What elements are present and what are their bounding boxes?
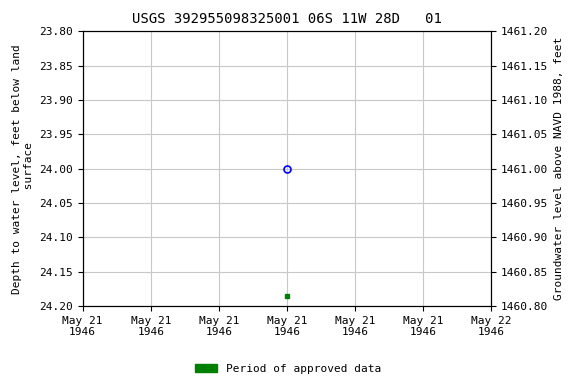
Title: USGS 392955098325001 06S 11W 28D   01: USGS 392955098325001 06S 11W 28D 01 — [132, 12, 442, 26]
Legend: Period of approved data: Period of approved data — [191, 359, 385, 379]
Y-axis label: Groundwater level above NAVD 1988, feet: Groundwater level above NAVD 1988, feet — [554, 37, 564, 300]
Y-axis label: Depth to water level, feet below land
 surface: Depth to water level, feet below land su… — [12, 44, 33, 294]
